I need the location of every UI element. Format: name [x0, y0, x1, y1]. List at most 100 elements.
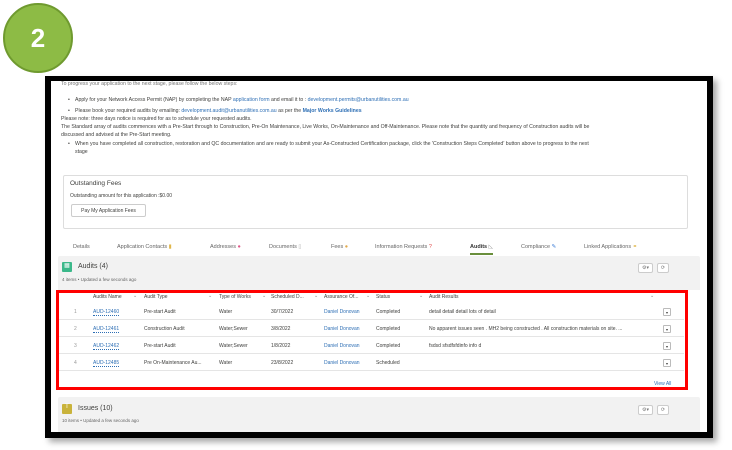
step-number: 2	[30, 22, 46, 53]
application-page: To progress your application to the next…	[51, 81, 707, 432]
assurance-officer-link[interactable]: Daniel Donovan	[324, 360, 360, 366]
audits-icon: ▦	[62, 262, 72, 272]
document-icon: ▯	[298, 244, 302, 250]
col-audit-type[interactable]: Audit Type	[144, 294, 168, 300]
label: Fees	[331, 244, 344, 250]
audit-name-link[interactable]: AUD-12462	[93, 343, 120, 350]
audits-title[interactable]: Audits (4)	[78, 263, 108, 270]
status-cell: Scheduled	[376, 360, 400, 366]
issues-subtitle: 10 items • Updated a few seconds ago	[62, 418, 139, 423]
label: Application Contacts	[117, 244, 168, 250]
audit-results-cell: fsdsd sfsdfsfdinfo info d	[429, 343, 482, 349]
gear-icon: ⚙▾	[642, 265, 649, 271]
fees-title: Outstanding Fees	[70, 180, 122, 187]
label: Compliance	[521, 244, 551, 250]
col-scheduled-date[interactable]: Scheduled D...	[271, 294, 304, 300]
row-actions-dropdown[interactable]: ▾	[663, 308, 671, 316]
chevron-down-icon[interactable]: ⌄	[262, 293, 267, 299]
table-row: 4 AUD-12485 Pre On-Maintenance Au... Water 2…	[58, 355, 684, 371]
chevron-down-icon[interactable]: ⌄	[208, 293, 213, 299]
audit-results-cell: detail detail detail lots of detail	[429, 309, 496, 315]
row-number: 2	[74, 326, 77, 332]
person-icon: ▮	[168, 244, 172, 250]
highlight-box	[56, 290, 688, 390]
table-row: 1 AUD-12460 Pre-start Audit Water 30/7/2022 D…	[58, 304, 684, 320]
pay-fees-button[interactable]: Pay My Application Fees	[71, 204, 146, 217]
tab-details[interactable]: Details	[73, 244, 90, 250]
tab-information-requests[interactable]: Information Requests ?	[375, 244, 432, 250]
audit-name-link[interactable]: AUD-12485	[93, 360, 120, 367]
view-all-link[interactable]: View All	[654, 381, 672, 387]
row-number: 4	[74, 360, 77, 366]
tab-audits[interactable]: Audits ◺	[470, 244, 493, 255]
chevron-down-icon[interactable]: ⌄	[133, 293, 138, 299]
bullet-nap: Apply for your Network Access Permit (NA…	[68, 97, 409, 103]
chevron-down-icon[interactable]: ⌄	[314, 293, 319, 299]
audit-type-cell: Construction Audit	[144, 326, 185, 332]
ruler-icon: ◺	[488, 244, 493, 250]
row-number: 3	[74, 343, 77, 349]
chevron-down-icon[interactable]: ⌄	[366, 293, 371, 299]
intro-lead: To progress your application to the next…	[61, 81, 238, 87]
status-cell: Completed	[376, 343, 401, 349]
col-audits-name[interactable]: Audits Name	[93, 294, 122, 300]
label: Addresses	[210, 244, 236, 250]
row-actions-dropdown[interactable]: ▾	[663, 359, 671, 367]
scheduled-date-cell: 30/7/2022	[271, 309, 294, 315]
status-cell: Completed	[376, 309, 401, 315]
col-audit-results[interactable]: Audit Results	[429, 294, 459, 300]
scheduled-date-cell: 23/8/2022	[271, 360, 294, 366]
outstanding-fees-card: Outstanding Fees Outstanding amount for …	[63, 175, 688, 229]
row-number: 1	[74, 309, 77, 315]
issues-title[interactable]: Issues (10)	[78, 405, 113, 412]
step-number-badge: 2	[3, 3, 73, 73]
major-works-guidelines-link[interactable]: Major Works Guidelines	[302, 108, 362, 114]
type-of-works-cell: Water	[219, 360, 233, 366]
settings-menu-button[interactable]: ⚙▾	[638, 405, 653, 415]
tab-addresses[interactable]: Addresses ●	[210, 244, 241, 250]
refresh-button[interactable]: ⟳	[657, 263, 669, 273]
audit-name-link[interactable]: AUD-12460	[93, 309, 120, 316]
tab-linked-applications[interactable]: Linked Applications ⚭	[584, 244, 637, 250]
issues-icon: T	[62, 404, 72, 414]
tab-application-contacts[interactable]: Application Contacts ▮	[117, 244, 172, 250]
assurance-officer-link[interactable]: Daniel Donovan	[324, 309, 360, 315]
pencil-icon: ✎	[551, 244, 557, 250]
link-icon: ⚭	[632, 244, 638, 250]
question-icon: ?	[428, 244, 432, 250]
money-bag-icon: ●	[344, 244, 349, 250]
type-of-works-cell: Water	[219, 309, 233, 315]
col-assurance-officer[interactable]: Assurance Of...	[324, 294, 359, 300]
tab-documents[interactable]: Documents ▯	[269, 244, 301, 250]
type-of-works-cell: Water;Sewer	[219, 343, 248, 349]
chevron-down-icon[interactable]: ⌄	[650, 293, 655, 299]
tab-fees[interactable]: Fees ●	[331, 244, 348, 250]
refresh-icon: ⟳	[660, 407, 666, 413]
application-form-link[interactable]: application form	[232, 97, 270, 103]
text: Please book your required audits by emai…	[75, 108, 182, 114]
tab-compliance[interactable]: Compliance ✎	[521, 244, 556, 250]
bullet-audits: Please book your required audits by emai…	[68, 108, 362, 114]
type-of-works-cell: Water;Sewer	[219, 326, 248, 332]
row-actions-dropdown[interactable]: ▾	[663, 325, 671, 333]
standard-text-2: discussed and advised at the Pre-Start m…	[61, 132, 172, 138]
permits-email-link[interactable]: development.permits@urbanutilities.com.a…	[307, 97, 409, 103]
audit-type-cell: Pre-start Audit	[144, 343, 176, 349]
row-actions-dropdown[interactable]: ▾	[663, 342, 671, 350]
label: Information Requests	[375, 244, 428, 250]
assurance-officer-link[interactable]: Daniel Donovan	[324, 343, 360, 349]
settings-menu-button[interactable]: ⚙▾	[638, 263, 653, 273]
chevron-down-icon[interactable]: ⌄	[419, 293, 424, 299]
assurance-officer-link[interactable]: Daniel Donovan	[324, 326, 360, 332]
refresh-button[interactable]: ⟳	[657, 405, 669, 415]
col-status[interactable]: Status	[376, 294, 391, 300]
issues-card: T Issues (10) 10 items • Updated a few s…	[58, 397, 700, 432]
col-type-of-works[interactable]: Type of Works	[219, 294, 251, 300]
audit-type-cell: Pre On-Maintenance Au...	[144, 360, 202, 366]
text: as per the	[276, 108, 303, 114]
table-row: 3 AUD-12462 Pre-start Audit Water;Sewer 1/8/…	[58, 338, 684, 354]
audit-name-link[interactable]: AUD-12461	[93, 326, 120, 333]
map-pin-icon: ●	[237, 244, 241, 250]
scheduled-date-cell: 1/8/2022	[271, 343, 291, 349]
audit-email-link[interactable]: development.audit@urbanutilities.com.au	[181, 108, 277, 114]
